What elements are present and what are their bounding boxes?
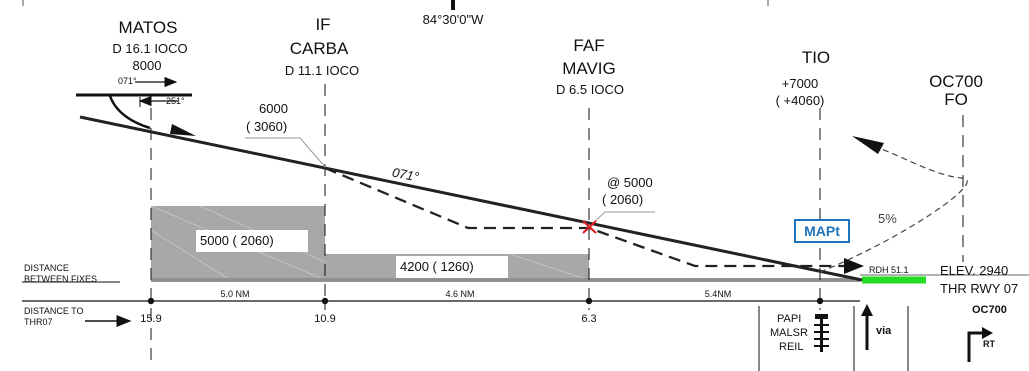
mavig-name: MAVIG	[562, 59, 616, 78]
elevation-label: ELEV. 2940	[940, 263, 1009, 278]
faf-cross	[582, 220, 597, 234]
matos-name: MATOS	[118, 18, 178, 37]
longitude-tick	[451, 0, 455, 10]
matos-altitude: 8000	[132, 58, 162, 73]
missed-approach-path	[819, 147, 968, 273]
tio-dot	[816, 297, 824, 305]
via-label: via	[876, 325, 892, 337]
climb-gradient: 5%	[878, 211, 897, 226]
mavig-dot	[585, 297, 593, 305]
distance-to-label-1: DISTANCE TO	[24, 306, 84, 316]
malsr-label: MALSR	[770, 327, 808, 339]
malsr-icon	[814, 338, 829, 340]
carba-min-height: ( 3060)	[246, 119, 288, 134]
faf-altitude: @ 5000	[607, 175, 653, 190]
rdh-label: RDH 51.1	[869, 265, 909, 275]
mavig-role: FAF	[573, 36, 605, 55]
holding-course-in: 251°	[166, 96, 185, 106]
descent-arrowhead	[170, 124, 196, 136]
tio-altitude: +7000	[781, 76, 819, 91]
malsr-icon	[815, 314, 828, 319]
terrain-hatch	[150, 229, 231, 281]
msa-box-2: 4200 ( 1260)	[396, 256, 508, 278]
straight-arrow-icon	[861, 304, 873, 316]
carba-alt-leader	[245, 137, 327, 169]
missed-approach-arrowhead	[852, 136, 884, 154]
carba-distance: D 11.1 IOCO	[284, 63, 360, 78]
distance-between-label-2: BETWEEN FIXES	[24, 274, 98, 284]
distance-to-threshold: 10.9	[314, 313, 336, 325]
carba-role: IF	[315, 15, 331, 34]
distance-to-label-2: THR07	[24, 317, 53, 327]
faf-height: ( 2060)	[602, 192, 644, 207]
longitude-label: 84°30'0"W	[422, 12, 484, 27]
msa-box-1: 5000 ( 2060)	[196, 230, 308, 252]
ma-turn-label: RT	[983, 339, 995, 349]
carba-dot	[321, 297, 329, 305]
segment-distance: 5.0 NM	[220, 289, 250, 299]
segment-distance: 5.4NM	[704, 289, 732, 299]
stepdown-path	[324, 166, 860, 268]
carba-name: CARBA	[289, 39, 349, 58]
matos-distance: D 16.1 IOCO	[112, 41, 188, 56]
mapt-label: MAPt	[794, 219, 850, 243]
malsr-icon	[814, 324, 829, 326]
distance-to-threshold: 15.9	[140, 313, 162, 325]
carba-min-altitude: 6000	[259, 101, 288, 116]
segment-distance: 4.6 NM	[445, 289, 475, 299]
right-turn-icon	[967, 331, 985, 362]
matos-dot	[147, 297, 155, 305]
oc700-name: OC700	[929, 72, 983, 91]
distance-to-threshold: 6.3	[581, 313, 597, 325]
right-turn-icon	[982, 327, 993, 339]
ma-fix-label: OC700	[972, 304, 1007, 316]
tio-name: TIO	[801, 48, 831, 67]
malsr-icon	[814, 331, 829, 333]
tio-height: ( +4060)	[775, 93, 825, 108]
oc700-type: FO	[944, 90, 968, 109]
reil-label: REIL	[779, 341, 804, 353]
papi-label: PAPI	[777, 313, 802, 325]
malsr-icon	[820, 318, 823, 352]
threshold-label: THR RWY 07	[940, 281, 1019, 296]
holding-turn	[108, 95, 151, 130]
malsr-icon	[814, 345, 829, 347]
mavig-distance: D 6.5 IOCO	[556, 82, 624, 97]
descent-path	[79, 115, 863, 282]
distance-between-label-1: DISTANCE	[24, 263, 69, 273]
holding-course-out: 071°	[118, 76, 137, 86]
terrain-hatch	[509, 253, 590, 281]
